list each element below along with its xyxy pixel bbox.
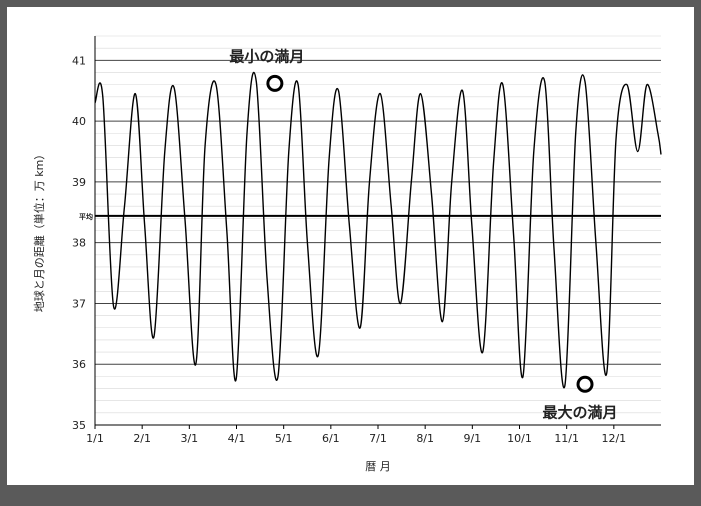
x-tick-label: 2/1 (133, 432, 151, 445)
x-tick-labels: 1/1 2/1 3/1 4/1 5/1 6/1 7/1 8/1 9/1 10/1 11/1 12/1 (86, 432, 626, 445)
series-line-distance (94, 71, 662, 389)
x-axis-title: 暦 月 (365, 460, 391, 473)
y-tick-labels: 35 36 37 38 39 40 41 (72, 54, 86, 432)
annotation-marker (266, 74, 284, 92)
x-tick-label: 9/1 (463, 432, 481, 445)
x-tick-label: 3/1 (180, 432, 198, 445)
x-tick-label: 5/1 (275, 432, 293, 445)
y-tick-label: 38 (72, 237, 86, 250)
y-axis-title: 地球と月の距離（単位：万 km） (32, 149, 46, 313)
annotation-label: 最大の満月 (543, 403, 618, 421)
grid (95, 35, 661, 426)
y-tick-label: 36 (72, 358, 86, 371)
x-tick-label: 8/1 (416, 432, 434, 445)
average-line-group: 平均 (79, 212, 661, 221)
x-tick-label: 7/1 (369, 432, 387, 445)
chart-frame: 平均 35 36 37 38 39 40 41 1/1 2/1 3/1 4/1 5/1 6/1 7/1 8… (7, 7, 694, 485)
y-tick-label: 39 (72, 176, 86, 189)
x-tick-label: 12/1 (601, 432, 626, 445)
annotation-marker (576, 375, 594, 393)
y-tick-label: 37 (72, 297, 86, 310)
annotation-label: 最小の満月 (229, 47, 304, 65)
x-tick-label: 6/1 (322, 432, 340, 445)
x-tick-label: 1/1 (86, 432, 104, 445)
distance-chart: 平均 35 36 37 38 39 40 41 1/1 2/1 3/1 4/1 5/1 6/1 7/1 8… (32, 35, 662, 473)
x-tick-label: 10/1 (507, 432, 532, 445)
x-tick-label: 11/1 (554, 432, 579, 445)
y-tick-label: 35 (72, 419, 86, 432)
average-label: 平均 (79, 212, 93, 221)
axes (94, 36, 661, 429)
y-tick-label: 40 (72, 115, 86, 128)
y-tick-label: 41 (72, 54, 86, 67)
x-tick-label: 4/1 (228, 432, 246, 445)
